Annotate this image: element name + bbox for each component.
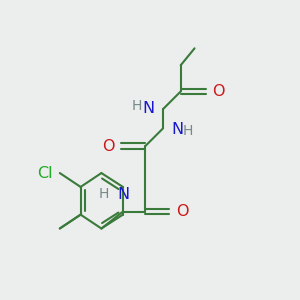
Text: N: N [142, 101, 154, 116]
Text: O: O [176, 204, 189, 219]
Text: H: H [99, 187, 109, 201]
Text: N: N [172, 122, 184, 137]
Text: O: O [212, 84, 225, 99]
Text: Cl: Cl [37, 166, 53, 181]
Text: H: H [182, 124, 193, 139]
Text: N: N [117, 187, 129, 202]
Text: O: O [102, 139, 115, 154]
Text: H: H [132, 99, 142, 113]
